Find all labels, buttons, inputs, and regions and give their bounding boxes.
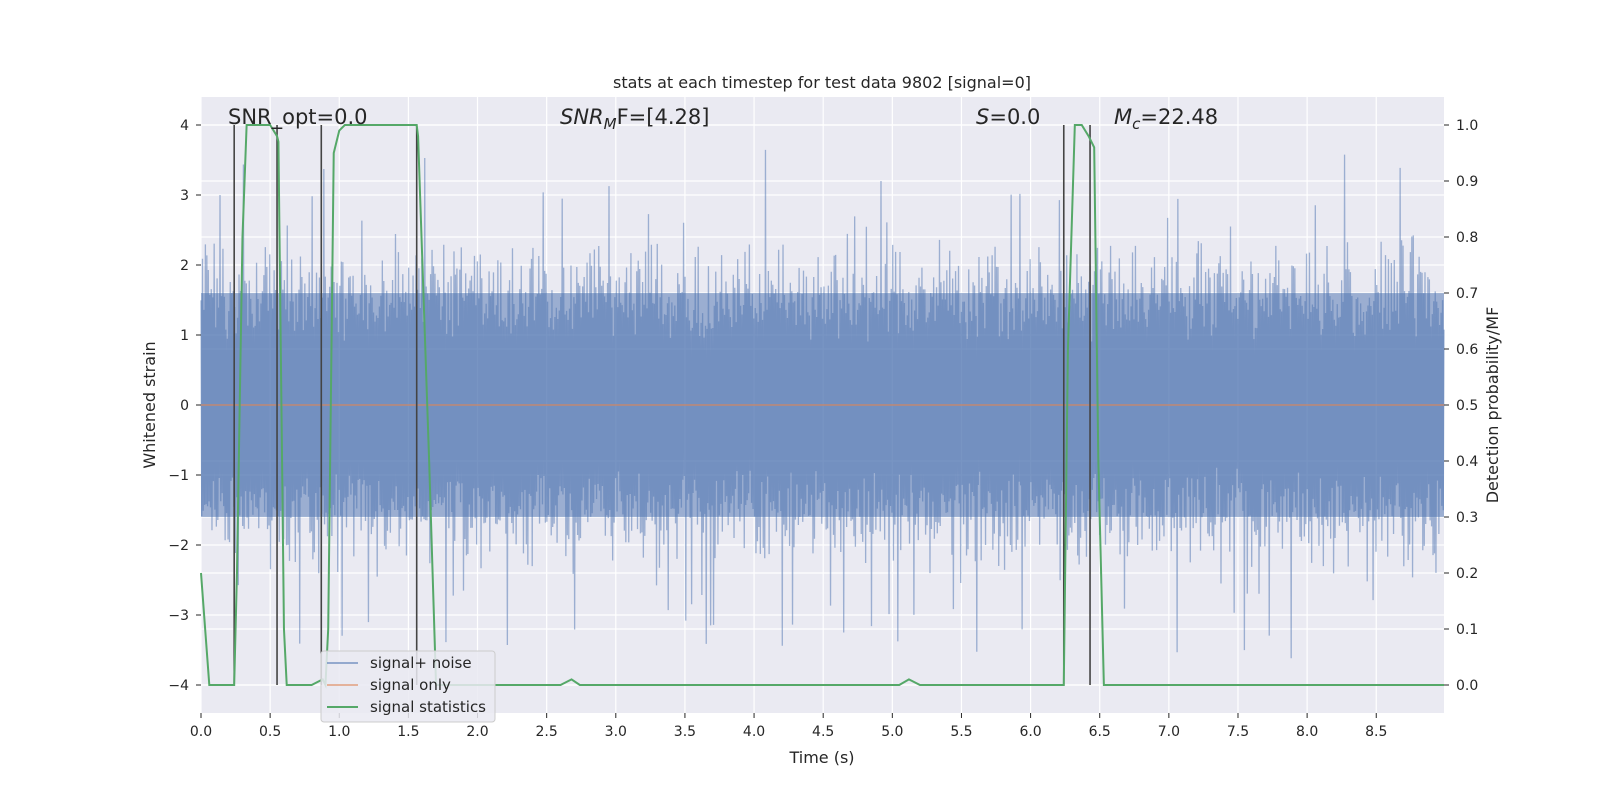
legend-label-signal-statistics: signal statistics: [370, 698, 486, 716]
x-tick-label-12: 6.0: [1019, 724, 1041, 740]
y-tick-label-2: −2: [168, 538, 189, 554]
x-tick-label-15: 7.5: [1227, 724, 1249, 740]
y-right-tick-label-5: 0.5: [1456, 398, 1478, 414]
chart: 0.0 0.5 1.0 1.5 2.0 2.5 3.0 3.5 4.0 4.5 5.0 5.5 6.0 6…: [0, 0, 1600, 800]
y-tick-label-6: 2: [180, 258, 189, 274]
annotation-mc: Mc=22.48: [1114, 105, 1218, 133]
x-tick-label-8: 4.0: [743, 724, 765, 740]
x-tick-label-16: 8.0: [1296, 724, 1318, 740]
y-right-tick-label-3: 0.3: [1456, 510, 1478, 526]
y-axis-label-left: Whitened strain: [140, 341, 159, 468]
y-right-tick-label-10: 1.0: [1456, 118, 1478, 134]
y-right-tick-label-6: 0.6: [1456, 342, 1478, 358]
x-tick-label-0: 0.0: [190, 724, 212, 740]
x-tick-label-6: 3.0: [605, 724, 627, 740]
y-tick-label-4: 0: [180, 398, 189, 414]
y-right-tick-label-8: 0.8: [1456, 230, 1478, 246]
y-axis-label-right: Detection probability/MF: [1483, 307, 1502, 504]
y-tick-label-0: −4: [168, 678, 189, 694]
y-tick-label-1: −3: [168, 608, 189, 624]
legend: signal+ noise signal only signal statist…: [321, 651, 495, 722]
annotation-mc-main: M: [1114, 105, 1132, 129]
annotation-snr-mf-rest: F=[4.28]: [617, 105, 710, 129]
legend-label-signal-noise: signal+ noise: [370, 654, 472, 672]
legend-label-signal-only: signal only: [370, 676, 451, 694]
y-axis-ticks-right: 0.0 0.1 0.2 0.3 0.4 0.5 0.6 0.7 0.8 0.9 1.0: [1444, 118, 1478, 694]
chart-title: stats at each timestep for test data 980…: [613, 73, 1031, 92]
y-right-tick-label-9: 0.9: [1456, 174, 1478, 190]
x-tick-label-10: 5.0: [881, 724, 903, 740]
y-tick-label-5: 1: [180, 328, 189, 344]
x-tick-label-17: 8.5: [1365, 724, 1387, 740]
annotation-snr-mf-sub: M: [604, 115, 617, 133]
y-right-tick-label-7: 0.7: [1456, 286, 1478, 302]
x-tick-label-2: 1.0: [328, 724, 350, 740]
x-tick-label-7: 3.5: [674, 724, 696, 740]
x-tick-label-14: 7.0: [1158, 724, 1180, 740]
y-right-tick-label-2: 0.2: [1456, 566, 1478, 582]
y-right-tick-label-1: 0.1: [1456, 622, 1478, 638]
y-tick-label-7: 3: [180, 188, 189, 204]
x-tick-label-3: 1.5: [397, 724, 419, 740]
y-tick-label-3: −1: [168, 468, 189, 484]
annotation-s-rest: =0.0: [989, 105, 1040, 129]
x-tick-label-9: 4.5: [812, 724, 834, 740]
annotation-s-main: S: [976, 105, 989, 129]
annotation-mc-rest: =22.48: [1140, 105, 1218, 129]
x-tick-label-13: 6.5: [1089, 724, 1111, 740]
y-axis-ticks-left: −4 −3 −2 −1 0 1 2 3 4: [168, 118, 201, 694]
x-tick-label-1: 0.5: [259, 724, 281, 740]
y-right-tick-label-0: 0.0: [1456, 678, 1478, 694]
x-tick-label-4: 2.0: [466, 724, 488, 740]
annotation-snr-opt: SNR_opt=0.0: [228, 105, 368, 130]
y-right-tick-label-4: 0.4: [1456, 454, 1478, 470]
annotation-snr-mf: SNRMF=[4.28]: [560, 105, 709, 133]
annotation-s: S=0.0: [976, 105, 1040, 129]
y-tick-label-8: 4: [180, 118, 189, 134]
x-axis-label: Time (s): [788, 748, 854, 767]
annotation-snr-mf-main: SNR: [560, 105, 604, 129]
x-tick-label-11: 5.5: [950, 724, 972, 740]
x-tick-label-5: 2.5: [536, 724, 558, 740]
